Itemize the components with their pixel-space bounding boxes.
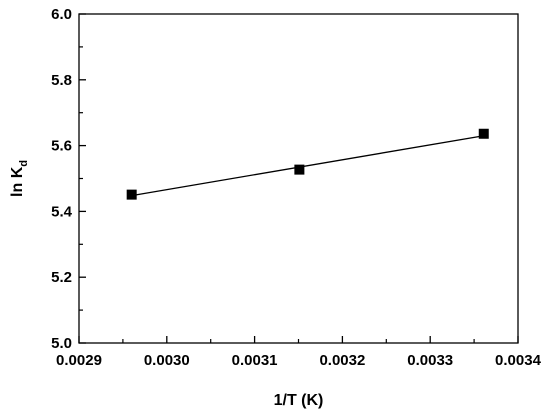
x-tick-label: 0.0031 xyxy=(232,352,278,369)
x-axis-ticks: 0.0029 0.0030 0.0031 0.0032 0.0033 0.0034 xyxy=(56,336,542,369)
x-tick-label: 0.0033 xyxy=(407,352,453,369)
y-axis-ticks: 5.0 5.2 5.4 5.6 5.8 6.0 xyxy=(51,6,86,352)
y-tick-label: 5.8 xyxy=(51,72,72,89)
data-point xyxy=(294,164,305,175)
data-markers xyxy=(126,128,489,200)
y-tick-label: 5.4 xyxy=(51,203,73,220)
data-point xyxy=(478,128,489,139)
x-tick-label: 0.0030 xyxy=(144,352,190,369)
data-point xyxy=(126,189,137,200)
y-tick-label: 5.2 xyxy=(51,269,72,286)
x-tick-label: 0.0029 xyxy=(56,352,102,369)
y-axis-title-main: ln K xyxy=(9,166,26,197)
x-tick-label: 0.0034 xyxy=(495,352,542,369)
fit-line xyxy=(131,135,484,197)
x-axis-title: 1/T (K) xyxy=(274,392,324,409)
plot-frame xyxy=(78,13,519,344)
y-axis-title: ln Kd xyxy=(9,160,30,197)
y-tick-label: 6.0 xyxy=(51,6,72,23)
y-axis-title-subscript: d xyxy=(18,160,30,167)
x-tick-label: 0.0032 xyxy=(319,352,365,369)
y-tick-label: 5.0 xyxy=(51,335,72,352)
y-tick-label: 5.6 xyxy=(51,138,72,155)
